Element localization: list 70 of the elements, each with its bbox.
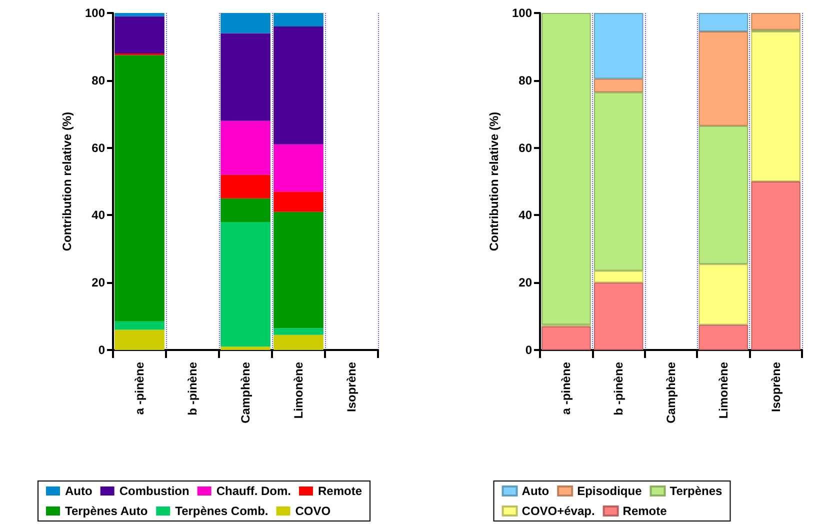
bar [220, 346, 270, 350]
y-tick-label: 60 [518, 140, 532, 155]
legend-label: Episodique [577, 484, 642, 498]
bar [114, 330, 164, 350]
bar [220, 198, 270, 222]
bar [220, 174, 270, 198]
bar [751, 182, 800, 350]
bar [114, 55, 164, 322]
y-tick-label: 100 [84, 6, 106, 20]
y-tick-label: 100 [512, 6, 532, 20]
legend-label: Terpènes [670, 484, 723, 498]
bar [594, 282, 644, 350]
legend-label: Auto [65, 484, 92, 498]
y-tick-label: 80 [92, 73, 106, 88]
bar [698, 32, 748, 126]
bar [274, 26, 324, 144]
legend-label: COVO+évap. [522, 504, 595, 518]
y-tick-label: 40 [518, 208, 532, 222]
legend-label: Remote [318, 484, 362, 498]
bar [220, 222, 270, 347]
x-tick-label: Limonène [292, 362, 306, 419]
y-tick-label: 60 [92, 140, 106, 155]
x-tick-label: a -pinène [132, 362, 146, 415]
x-tick-label: Isoprène [768, 362, 783, 412]
bar [594, 92, 644, 271]
bar [594, 13, 644, 79]
y-tick-label: 0 [98, 343, 106, 357]
bar [274, 212, 324, 328]
legend-label: Remote [622, 504, 668, 518]
bar [220, 33, 270, 121]
bar [220, 13, 270, 34]
x-tick-label: Limonène [716, 362, 730, 419]
bar [114, 16, 164, 54]
bar [594, 78, 644, 92]
y-axis-title: Contribution relative (%) [60, 112, 74, 252]
y-tick-label: 20 [518, 276, 532, 290]
bar [698, 126, 748, 264]
legend-label: COVO [295, 504, 331, 518]
x-tick-label: Camphène [664, 362, 678, 424]
y-tick-label: 40 [92, 208, 106, 222]
bar [698, 324, 748, 350]
y-axis-title: Contribution relative (%) [487, 112, 501, 252]
legend-label: Auto [522, 484, 550, 498]
bar [114, 13, 164, 16]
bar [542, 326, 591, 350]
bar [698, 264, 748, 325]
bar [220, 120, 270, 175]
legend-label: Terpènes Comb. [175, 504, 268, 518]
y-tick-label: 80 [518, 73, 532, 88]
legend-label: Terpènes Auto [65, 504, 148, 518]
x-tick-label: Camphène [238, 362, 252, 424]
x-tick-label: Isoprène [344, 362, 358, 412]
bar [274, 144, 324, 192]
y-tick-label: 0 [525, 343, 532, 357]
x-tick-label: a -pinène [559, 362, 574, 415]
bar [274, 13, 324, 26]
bar [274, 334, 324, 350]
bar [274, 192, 324, 212]
bar [698, 13, 748, 32]
bar [274, 328, 324, 335]
bar [751, 32, 800, 182]
bar [751, 13, 800, 30]
x-tick-label: b -pinène [612, 362, 626, 416]
bar [594, 270, 644, 283]
y-tick-label: 20 [92, 276, 106, 290]
x-tick-label: b -pinène [186, 362, 200, 416]
legend-label: Combustion [119, 484, 190, 498]
bar [114, 321, 164, 330]
legend-label: Chauff. Dom. [216, 484, 291, 498]
bar [542, 13, 591, 325]
